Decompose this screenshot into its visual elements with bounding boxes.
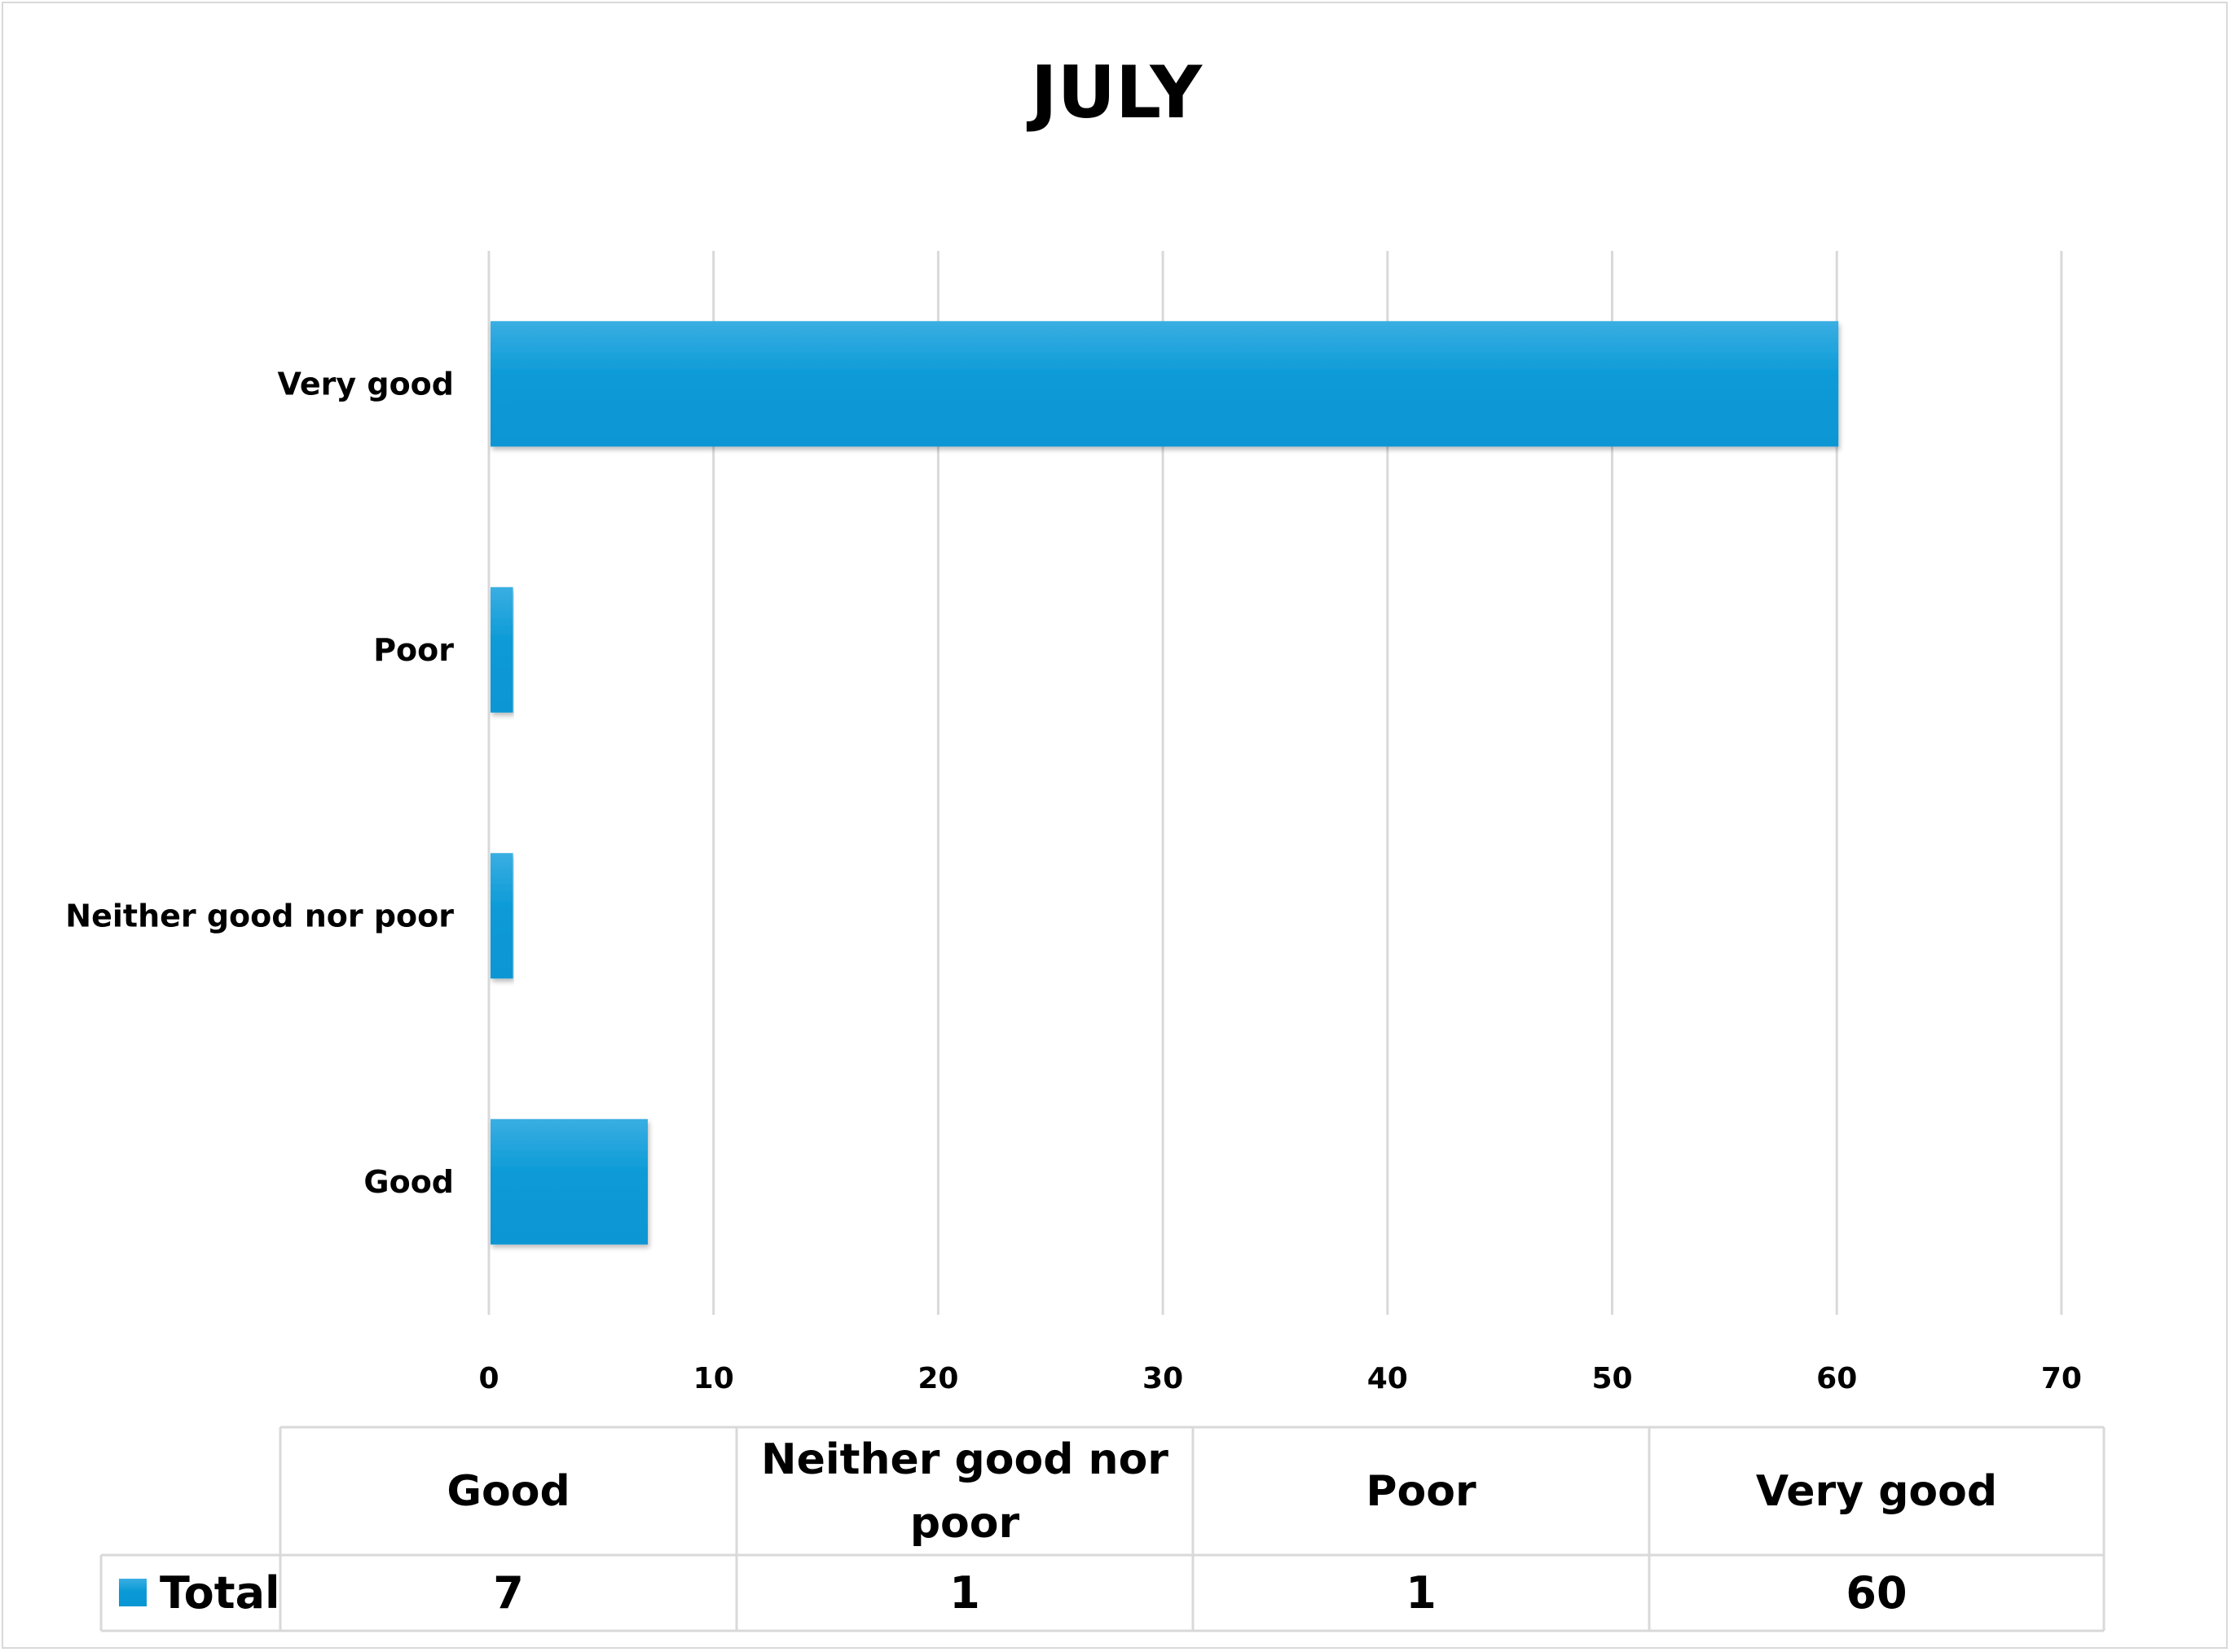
category-label-very-good: Very good (278, 366, 454, 402)
x-tick-50: 50 (1591, 1362, 1632, 1395)
x-tick-60: 60 (1816, 1362, 1857, 1395)
legend-key-total (119, 1579, 147, 1606)
x-tick-10: 10 (693, 1362, 734, 1395)
x-tick-30: 30 (1142, 1362, 1183, 1395)
bars (491, 321, 1839, 1245)
bar-poor (491, 587, 513, 713)
table-value-very-good: 60 (1846, 1567, 1907, 1619)
chart-title: JULY (1027, 51, 1204, 134)
bar-very-good (491, 321, 1839, 447)
table-row-label-total: Total (160, 1567, 280, 1619)
x-tick-0: 0 (478, 1362, 499, 1395)
table-value-neither-good-nor-poor: 1 (949, 1567, 980, 1619)
table-header-poor: Poor (1366, 1467, 1476, 1516)
chart-svg: JULY Good Neither good nor poor Poor Very g… (65, 51, 2106, 1632)
table-value-poor: 1 (1406, 1567, 1437, 1619)
data-table: Good Neither good nor poor Poor Very good Tot… (99, 1426, 2106, 1632)
x-tick-40: 40 (1367, 1362, 1408, 1395)
x-tick-labels: 0 10 20 30 40 50 60 70 (478, 1362, 2081, 1395)
bar-neither-good-nor-poor (491, 853, 513, 979)
table-value-good: 7 (493, 1567, 524, 1619)
table-header-good: Good (447, 1467, 570, 1516)
table-header-very-good: Very good (1756, 1467, 1997, 1516)
bar-good (491, 1118, 648, 1245)
category-label-poor: Poor (373, 632, 454, 668)
category-label-neither-good-nor-poor: Neither good nor poor (65, 898, 454, 934)
category-labels: Good Neither good nor poor Poor Very good (65, 366, 454, 1200)
x-tick-70: 70 (2041, 1362, 2082, 1395)
table-header-neither-good-nor-poor: Neither good nor poor (761, 1435, 1168, 1548)
x-tick-20: 20 (917, 1362, 958, 1395)
category-label-good: Good (363, 1164, 454, 1200)
